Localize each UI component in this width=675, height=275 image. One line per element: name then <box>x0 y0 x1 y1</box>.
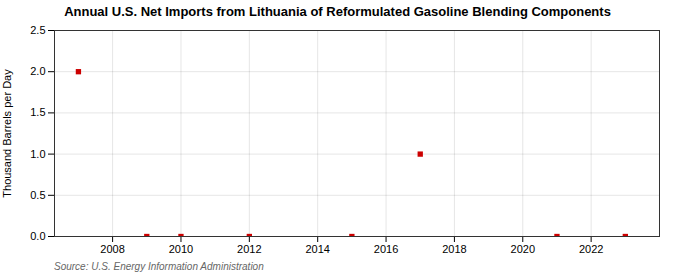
svg-text:1.5: 1.5 <box>30 106 45 118</box>
svg-text:Thousand Barrels per Day: Thousand Barrels per Day <box>1 69 13 198</box>
svg-text:2018: 2018 <box>442 243 466 255</box>
svg-text:2022: 2022 <box>579 243 603 255</box>
svg-text:2014: 2014 <box>305 243 329 255</box>
svg-text:2020: 2020 <box>511 243 535 255</box>
svg-text:2.5: 2.5 <box>30 24 45 36</box>
svg-text:2.0: 2.0 <box>30 65 45 77</box>
svg-text:2008: 2008 <box>100 243 124 255</box>
svg-text:2010: 2010 <box>169 243 193 255</box>
svg-text:1.0: 1.0 <box>30 148 45 160</box>
svg-text:2012: 2012 <box>237 243 261 255</box>
html-text:Annual U.S. Net Imports from L: Annual U.S. Net Imports from Lithuania o… <box>64 4 611 19</box>
svg-text:0.0: 0.0 <box>30 230 45 242</box>
html-text:Source: U.S. Energy Informatio: Source: U.S. Energy Information Administ… <box>54 261 264 272</box>
svg-text:2016: 2016 <box>374 243 398 255</box>
svg-text:0.5: 0.5 <box>30 189 45 201</box>
